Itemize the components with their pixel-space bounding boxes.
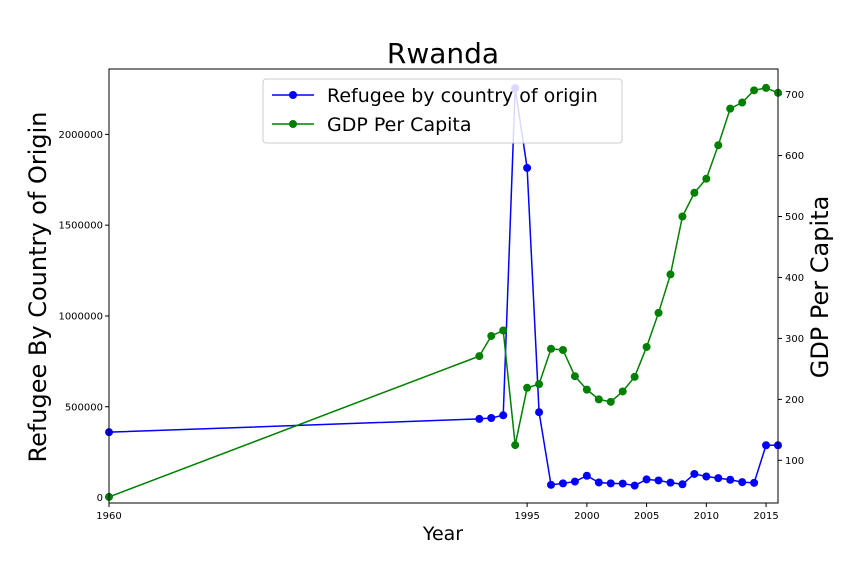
plot-layer: 1960 1995 2000 2005 2010 2015 0 500000 1000000 15… [58, 83, 804, 522]
refugee-data-point [702, 472, 711, 481]
gdp-data-point [547, 344, 556, 353]
refugee-data-point [630, 481, 639, 490]
gdp-data-point [642, 342, 651, 351]
gdp-data-point [523, 383, 532, 392]
gdp-data-point [654, 308, 663, 317]
refugee-data-point [606, 479, 615, 488]
refugee-data-point [558, 479, 567, 488]
y-right-tick-label: 500 [785, 212, 804, 223]
y-left-tick-label: 1000000 [58, 311, 103, 322]
gdp-data-point [726, 104, 735, 113]
gdp-data-point [475, 352, 484, 361]
refugee-data-point [726, 475, 735, 484]
refugee-data-point [594, 478, 603, 487]
x-tick-label: 2010 [694, 511, 719, 522]
refugee-data-point [666, 478, 675, 487]
refugee-data-point [762, 441, 771, 450]
gdp-data-point [738, 98, 747, 107]
gdp-series-line [108, 87, 779, 498]
refugee-data-point [642, 475, 651, 484]
y-left-tick-label: 2000000 [58, 130, 103, 141]
gdp-data-point [762, 83, 771, 92]
refugee-data-point [678, 480, 687, 489]
y-right-tick-label: 600 [785, 151, 804, 162]
gdp-data-point [570, 372, 579, 381]
legend-label-refugee: Refugee by country of origin [327, 85, 598, 107]
refugee-data-point [547, 480, 556, 489]
y-right-tick-label: 300 [785, 334, 804, 345]
refugee-data-point [475, 414, 484, 423]
y-right-tick-label: 100 [785, 456, 804, 467]
gdp-data-point [511, 441, 520, 450]
y-axis-label-right: GDP Per Capita [806, 196, 834, 379]
y-axis-label-left: Refugee By Country of Origin [24, 112, 52, 463]
x-tick-label: 2005 [634, 511, 659, 522]
refugee-data-point [714, 474, 723, 483]
x-tick-label: 2000 [574, 511, 599, 522]
legend-marker-gdp [289, 120, 297, 128]
gdp-data-point [594, 395, 603, 404]
refugee-data-point [750, 478, 759, 487]
y-right-tick-label: 400 [785, 273, 804, 284]
gdp-data-point [630, 372, 639, 381]
refugee-series-line [108, 87, 778, 487]
legend-marker-refugee [289, 91, 297, 99]
gdp-data-point [606, 397, 615, 406]
refugee-data-point [523, 163, 532, 172]
refugee-data-point [738, 478, 747, 487]
legend-box [262, 78, 623, 144]
refugee-data-point [487, 414, 496, 423]
gdp-data-point [618, 387, 627, 396]
refugee-data-point [690, 469, 699, 478]
legend-label-gdp: GDP Per Capita [327, 114, 472, 136]
x-axis-label: Year [422, 523, 463, 545]
x-tick-label: 1960 [96, 511, 121, 522]
gdp-data-point [499, 326, 508, 335]
gdp-data-point [558, 346, 567, 355]
y-left-tick-label: 1500000 [58, 221, 103, 232]
gdp-data-point [535, 380, 544, 389]
refugee-data-point [582, 471, 591, 480]
y-left-tick-label: 500000 [65, 402, 103, 413]
gdp-data-point [582, 385, 591, 394]
gdp-data-point [666, 270, 675, 279]
gdp-data-point [487, 331, 496, 340]
y-right-tick-label: 200 [785, 395, 804, 406]
gdp-data-point [690, 188, 699, 197]
refugee-data-point [570, 477, 579, 486]
plot-frame [108, 68, 779, 504]
y-right-tick-label: 700 [785, 90, 804, 101]
y-left-tick-label: 0 [97, 493, 103, 504]
gdp-data-point [714, 141, 723, 150]
refugee-data-point [535, 408, 544, 417]
chart-title: Rwanda [387, 37, 499, 70]
gdp-data-point [678, 212, 687, 221]
refugee-data-point [499, 411, 508, 420]
x-tick-label: 2015 [753, 511, 778, 522]
x-tick-label: 1995 [514, 511, 539, 522]
gdp-data-point [750, 86, 759, 95]
refugee-data-point [618, 479, 627, 488]
gdp-data-point [702, 174, 711, 183]
refugee-data-point [654, 476, 663, 485]
legend: Refugee by country of origin GDP Per Capi… [262, 78, 623, 144]
